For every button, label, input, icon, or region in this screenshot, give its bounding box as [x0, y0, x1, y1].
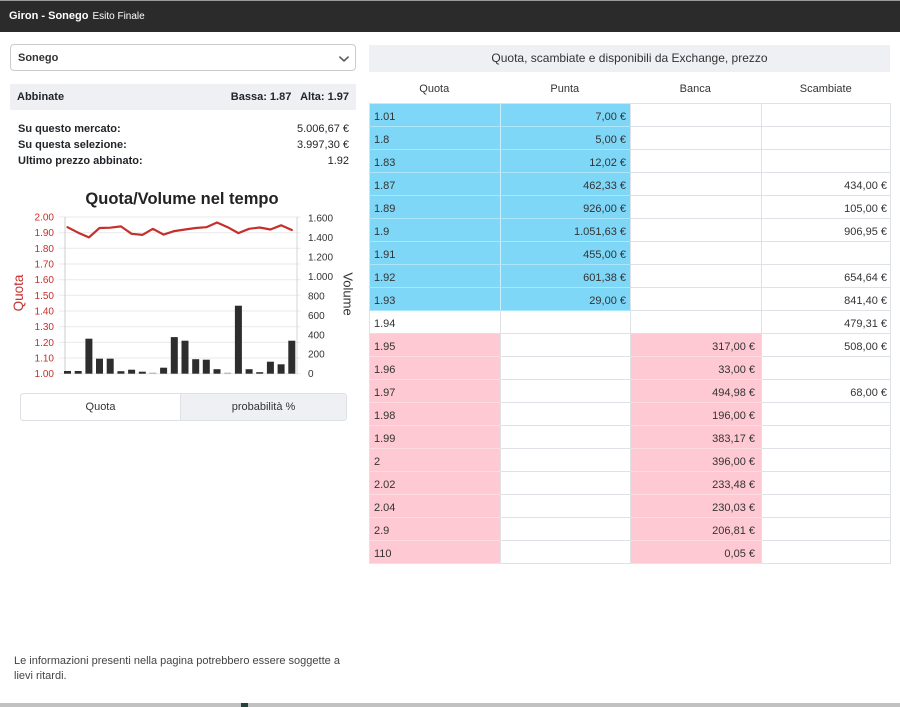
svg-text:1.60: 1.60	[35, 275, 55, 286]
svg-text:1.30: 1.30	[35, 322, 55, 333]
svg-text:1.000: 1.000	[308, 272, 333, 283]
svg-text:1.40: 1.40	[35, 307, 55, 318]
svg-text:1.10: 1.10	[35, 354, 55, 365]
svg-text:1.90: 1.90	[35, 228, 55, 239]
svg-text:1.200: 1.200	[308, 252, 333, 263]
svg-text:800: 800	[308, 291, 325, 302]
svg-text:1.20: 1.20	[35, 338, 55, 349]
svg-text:1.600: 1.600	[308, 214, 333, 225]
svg-text:1.80: 1.80	[35, 244, 55, 255]
svg-text:2.00: 2.00	[35, 213, 55, 224]
svg-text:Quota/Volume nel tempo: Quota/Volume nel tempo	[85, 190, 278, 208]
svg-text:1.70: 1.70	[35, 260, 55, 271]
svg-text:1.00: 1.00	[35, 369, 55, 380]
svg-text:Quota: Quota	[11, 274, 26, 311]
svg-text:1.50: 1.50	[35, 291, 55, 302]
svg-text:Volume: Volume	[341, 272, 356, 315]
svg-text:200: 200	[308, 350, 325, 361]
svg-text:1.400: 1.400	[308, 233, 333, 244]
svg-text:600: 600	[308, 311, 325, 322]
svg-text:400: 400	[308, 330, 325, 341]
svg-text:0: 0	[308, 369, 314, 380]
